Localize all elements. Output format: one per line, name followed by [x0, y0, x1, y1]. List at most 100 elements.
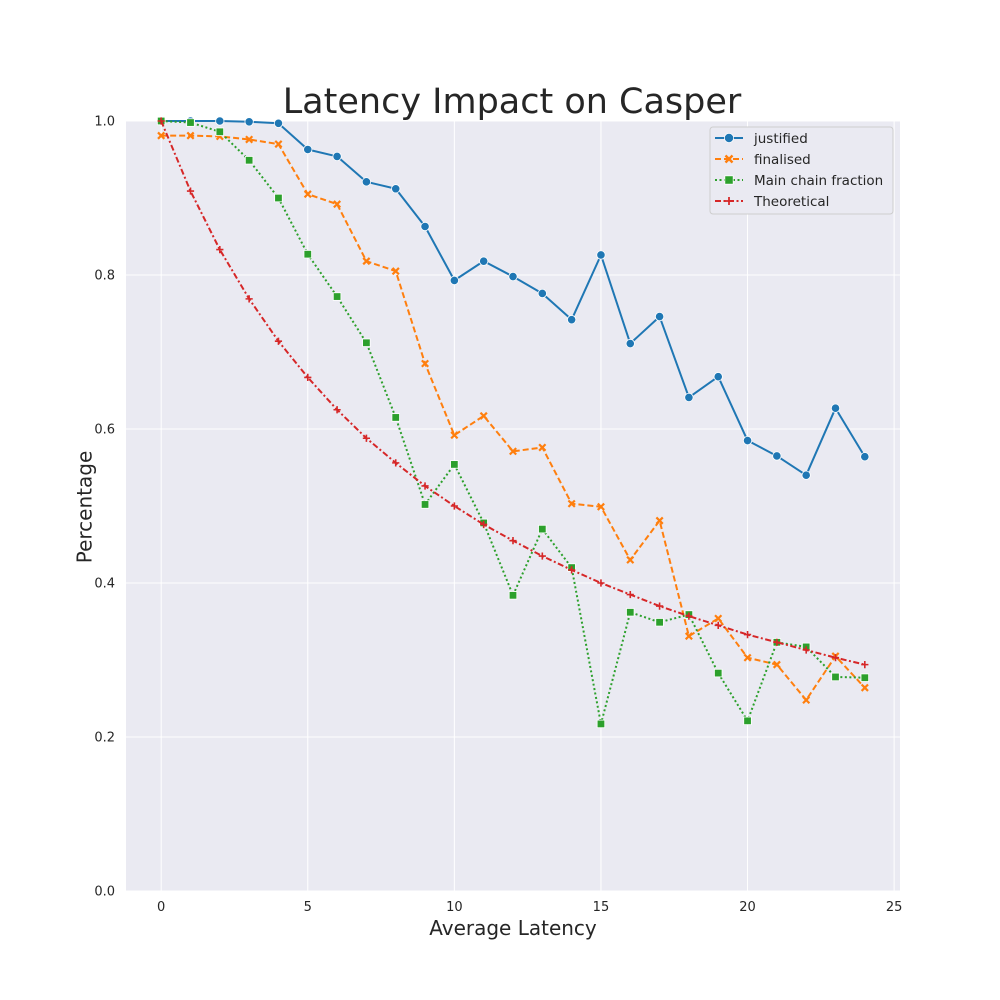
data-point [860, 673, 870, 682]
data-point [743, 630, 752, 639]
data-point [802, 696, 811, 705]
data-point [421, 482, 429, 490]
legend-marker [725, 197, 733, 205]
data-point [742, 435, 753, 446]
data-point [245, 135, 254, 144]
data-point [215, 116, 225, 126]
x-tick-label: 20 [739, 900, 756, 915]
data-point [508, 271, 518, 282]
legend-label: justified [753, 131, 808, 147]
y-axis-label: Percentage [73, 451, 97, 564]
x-tick-label: 25 [886, 900, 903, 915]
y-tick-label: 0.4 [94, 577, 115, 592]
data-point [332, 151, 342, 162]
data-point [420, 221, 430, 232]
data-point [274, 337, 283, 345]
tick-labels: 0 5 10 15 20 25 0.0 0.2 0.4 0.6 0.8 1.0 [94, 115, 902, 916]
data-point [450, 460, 459, 469]
data-point [303, 144, 313, 155]
data-point [714, 668, 723, 678]
data-point [626, 555, 635, 564]
data-point [714, 621, 722, 629]
data-point [714, 614, 723, 623]
data-point [684, 392, 694, 403]
legend-label: Main chain fraction [754, 173, 883, 189]
legend-item: Main chain fraction [715, 173, 883, 189]
data-point [332, 292, 342, 301]
data-point [245, 295, 253, 303]
data-point [772, 451, 782, 461]
data-point [303, 190, 312, 199]
data-point [713, 372, 723, 382]
data-point [274, 140, 283, 149]
data-point [186, 118, 195, 127]
data-point [684, 632, 693, 641]
data-point [157, 117, 165, 125]
data-point [626, 590, 634, 599]
data-point [743, 653, 752, 662]
data-point [537, 288, 547, 299]
data-point [362, 434, 371, 442]
data-point [509, 537, 517, 545]
data-point [274, 193, 283, 203]
data-point [391, 267, 400, 276]
data-point [361, 177, 372, 187]
data-point [860, 683, 869, 692]
data-point [391, 184, 401, 194]
data-point [421, 359, 430, 368]
data-point [304, 373, 312, 382]
data-point [216, 245, 224, 254]
y-tick-label: 1.0 [94, 115, 115, 130]
data-point [654, 311, 665, 322]
x-tick-label: 15 [593, 900, 610, 915]
data-point [479, 411, 488, 420]
data-point [362, 338, 371, 347]
data-point [303, 250, 312, 259]
chart-title: Latency Impact on Casper [283, 82, 742, 122]
data-point [480, 520, 488, 529]
data-point [215, 127, 225, 136]
series-theoretical [157, 117, 869, 669]
data-point [157, 131, 166, 140]
legend-item: Theoretical [715, 194, 829, 210]
data-point [861, 661, 869, 669]
data-point [509, 447, 517, 456]
legend-marker [724, 154, 734, 164]
data-point [449, 275, 459, 285]
x-tick-label: 10 [446, 900, 463, 915]
data-point [244, 117, 254, 127]
plot-area [126, 121, 900, 891]
data-point [391, 413, 400, 422]
data-point [479, 256, 489, 266]
data-point [655, 618, 664, 627]
data-point [538, 443, 547, 452]
data-point [831, 654, 840, 662]
data-point [567, 315, 577, 325]
data-point [333, 406, 341, 414]
data-point [333, 200, 342, 209]
data-point [186, 131, 195, 140]
data-point [860, 452, 870, 462]
data-point [567, 499, 576, 508]
data-point [420, 500, 430, 509]
legend-marker [723, 132, 735, 144]
data-point [273, 118, 284, 128]
legend-box [709, 126, 894, 215]
data-point [186, 187, 195, 195]
y-tick-label: 0.0 [94, 885, 115, 900]
series-layer [156, 116, 870, 729]
legend-label: finalised [754, 152, 811, 168]
series-finalised [157, 131, 869, 705]
data-point [743, 716, 752, 726]
data-point [626, 608, 635, 617]
data-point [801, 470, 811, 480]
data-point [625, 338, 635, 349]
data-point [596, 502, 605, 511]
y-tick-label: 0.6 [94, 423, 115, 438]
data-point [596, 250, 606, 260]
data-point [538, 552, 546, 560]
data-point [362, 257, 371, 266]
data-point [830, 403, 841, 413]
data-point [831, 672, 840, 682]
